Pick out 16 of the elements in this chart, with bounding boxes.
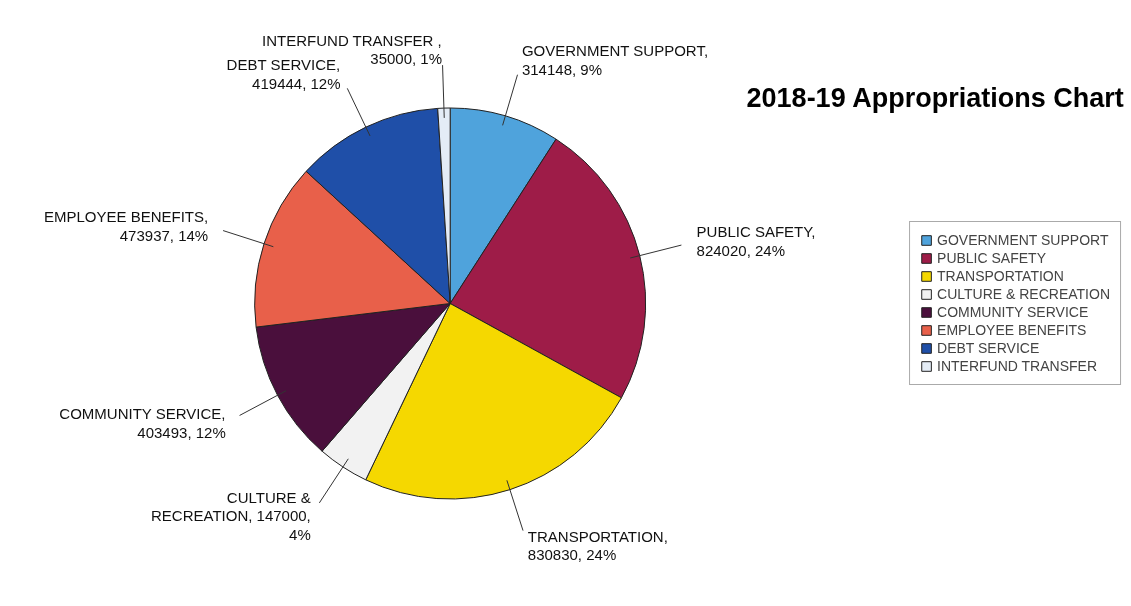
legend-label: GOVERNMENT SUPPORT (937, 232, 1109, 248)
data-label: GOVERNMENT SUPPORT, 314148, 9% (521, 41, 709, 78)
legend-label: INTERFUND TRANSFER (937, 358, 1098, 374)
legend-label: CULTURE & RECREATION (937, 286, 1110, 302)
legend-label: DEBT SERVICE (937, 340, 1040, 356)
legend-label: TRANSPORTATION (937, 268, 1064, 284)
legend-label: PUBLIC SAFETY (937, 250, 1046, 266)
legend-label: EMPLOYEE BENEFITS (937, 322, 1087, 338)
data-label: CULTURE & RECREATION, 147000, 4% (150, 488, 311, 544)
data-label: DEBT SERVICE, 419444, 12% (226, 56, 341, 93)
data-label: TRANSPORTATION, 830830, 24% (527, 527, 668, 564)
data-label: PUBLIC SAFETY, 824020, 24% (696, 223, 816, 260)
legend-label: COMMUNITY SERVICE (937, 304, 1089, 320)
data-label: COMMUNITY SERVICE, 403493, 12% (59, 404, 226, 441)
text: 2018-19 Appropriations Chart (746, 83, 1124, 114)
data-label: EMPLOYEE BENEFITS, 473937, 14% (43, 207, 209, 244)
